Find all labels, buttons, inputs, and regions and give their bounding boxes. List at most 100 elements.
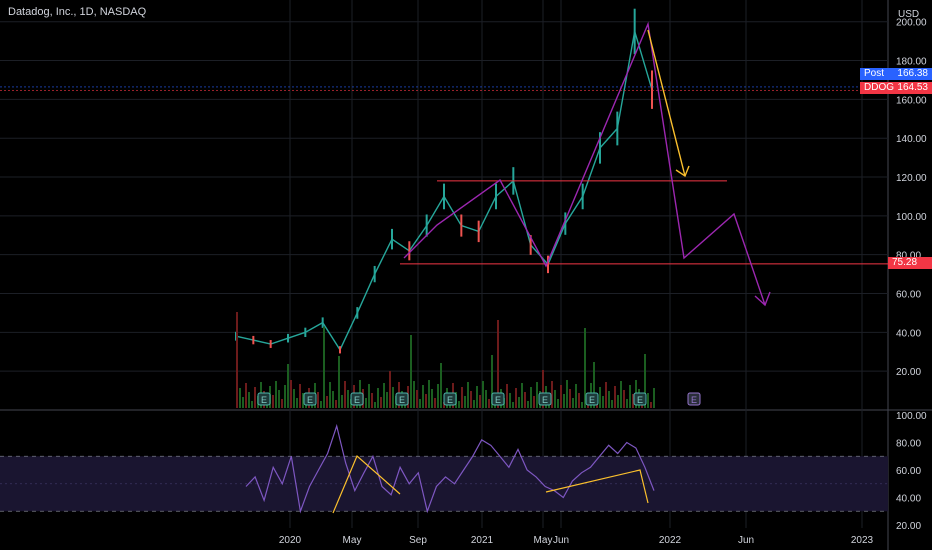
volume-bar xyxy=(572,398,574,408)
volume-bar xyxy=(335,400,337,408)
x-tick-label: 2020 xyxy=(279,535,302,546)
volume-bar xyxy=(428,380,430,408)
volume-bar xyxy=(329,382,331,408)
earnings-marker-label: E xyxy=(691,395,697,405)
volume-bar xyxy=(245,383,247,408)
volume-bar xyxy=(413,381,415,408)
volume-bar xyxy=(620,381,622,408)
volume-bar xyxy=(437,384,439,408)
rsi-y-tick-label: 100.00 xyxy=(896,411,927,422)
volume-bar xyxy=(554,390,556,408)
volume-bar xyxy=(422,385,424,408)
volume-bar xyxy=(599,387,601,408)
volume-bar xyxy=(524,392,526,408)
volume-bar xyxy=(368,384,370,408)
volume-bar xyxy=(416,390,418,408)
volume-bar xyxy=(533,396,535,408)
volume-bar xyxy=(623,390,625,408)
volume-bar xyxy=(293,389,295,408)
volume-bar xyxy=(530,387,532,408)
rsi-y-tick-label: 60.00 xyxy=(896,466,921,477)
volume-bar xyxy=(323,327,325,408)
volume-bar xyxy=(488,399,490,408)
ddog-price-tag: 164.53 DDOG xyxy=(860,82,932,94)
volume-bar xyxy=(338,356,340,408)
volume-bar xyxy=(272,395,274,408)
volume-bar xyxy=(521,383,523,408)
volume-bar xyxy=(347,390,349,408)
volume-bar xyxy=(281,399,283,408)
volume-bar xyxy=(608,391,610,408)
ddog-price-label: DDOG xyxy=(864,82,894,93)
volume-bar xyxy=(482,381,484,408)
volume-bar xyxy=(371,393,373,408)
post-price-tag: 166.38 Post xyxy=(860,68,932,80)
earnings-marker xyxy=(257,392,271,406)
volume-bar xyxy=(653,388,655,408)
volume-bar xyxy=(578,393,580,408)
volume-bar xyxy=(542,370,544,408)
volume-bar xyxy=(632,394,634,408)
volume-bar xyxy=(410,335,412,408)
volume-bar xyxy=(464,396,466,408)
volume-bar xyxy=(461,387,463,408)
x-tick-label: 2023 xyxy=(851,535,874,546)
volume-bar xyxy=(320,401,322,408)
x-tick-label: 2022 xyxy=(659,535,682,546)
volume-bar xyxy=(326,396,328,408)
x-tick-label: 2021 xyxy=(471,535,494,546)
projection-path xyxy=(403,21,766,306)
volume-bar xyxy=(512,402,514,408)
earnings-marker xyxy=(443,392,457,406)
volume-bar xyxy=(557,399,559,408)
earnings-marker xyxy=(538,392,552,406)
pullback-arrow xyxy=(647,29,686,177)
volume-bar xyxy=(386,392,388,408)
volume-bar xyxy=(317,392,319,408)
volume-bar xyxy=(242,397,244,408)
y-tick-label: 180.00 xyxy=(896,57,927,68)
earnings-marker xyxy=(633,392,647,406)
rsi-divergence-1 xyxy=(332,454,401,514)
y-tick-label: 120.00 xyxy=(896,173,927,184)
volume-bar xyxy=(389,371,391,408)
earnings-marker xyxy=(350,392,364,406)
volume-bar xyxy=(458,401,460,408)
volume-bar xyxy=(506,384,508,408)
volume-bar xyxy=(536,382,538,408)
volume-bar xyxy=(527,401,529,408)
support-level-tag: 75.28 xyxy=(888,257,932,269)
volume-bar xyxy=(581,402,583,408)
post-price-label: Post xyxy=(864,68,885,79)
earnings-marker-label: E xyxy=(637,395,643,405)
volume-bar xyxy=(239,388,241,408)
volume-bar xyxy=(302,393,304,408)
earnings-marker-label: E xyxy=(354,395,360,405)
y-tick-label: 200.00 xyxy=(896,18,927,29)
rsi-y-tick-label: 20.00 xyxy=(896,521,921,532)
volume-bar xyxy=(332,391,334,408)
volume-bar xyxy=(602,396,604,408)
volume-bar xyxy=(374,402,376,408)
earnings-marker xyxy=(585,392,599,406)
volume-bar xyxy=(518,397,520,408)
earnings-marker-label: E xyxy=(495,395,501,405)
x-tick-label: Sep xyxy=(409,535,427,546)
earnings-marker-label: E xyxy=(261,395,267,405)
volume-bar xyxy=(629,385,631,408)
volume-bar xyxy=(497,320,499,408)
y-tick-label: 140.00 xyxy=(896,134,927,145)
projection-arrow xyxy=(754,291,771,307)
support-level-value: 75.28 xyxy=(892,257,918,268)
post-price-value: 166.38 xyxy=(897,68,928,79)
volume-bar xyxy=(626,399,628,408)
x-tick-label: May xyxy=(343,535,362,546)
volume-bar xyxy=(251,401,253,408)
volume-bar xyxy=(425,394,427,408)
rsi-divergence-2 xyxy=(545,469,649,504)
y-tick-label: 40.00 xyxy=(896,328,921,339)
y-tick-label: 60.00 xyxy=(896,290,921,301)
volume-bar xyxy=(383,383,385,408)
volume-bar xyxy=(617,395,619,408)
